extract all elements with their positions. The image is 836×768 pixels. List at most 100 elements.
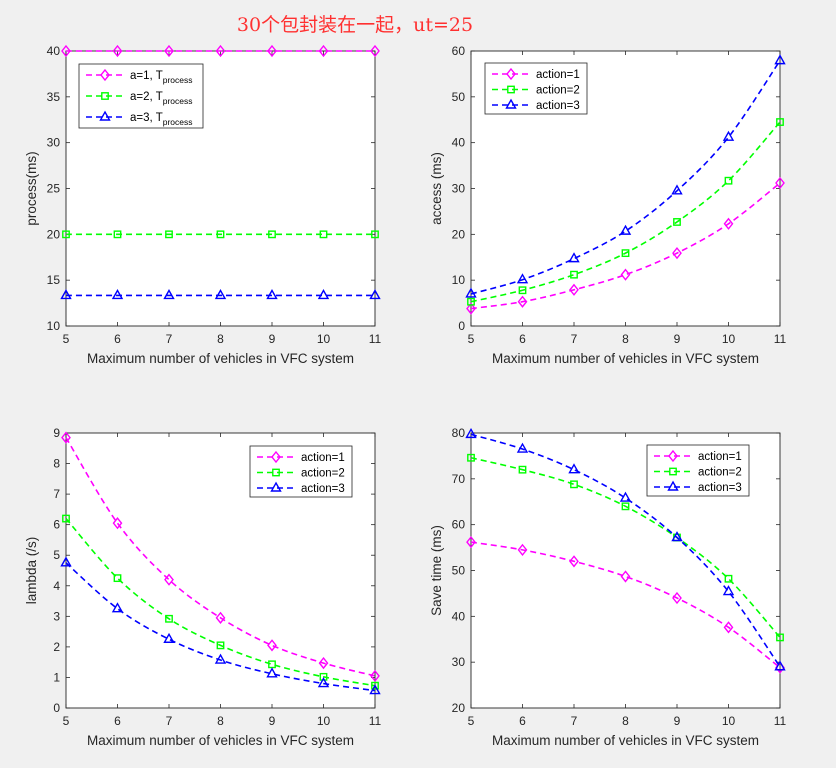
data-point — [215, 611, 226, 624]
y-tick-label: 0 — [458, 319, 465, 333]
data-point — [371, 681, 379, 690]
y-tick-label: 20 — [452, 701, 466, 715]
legend-label: action=3 — [698, 482, 742, 494]
legend-entry: action=2 — [654, 467, 742, 479]
data-point — [724, 574, 733, 583]
data-point — [113, 574, 122, 583]
data-point — [619, 491, 632, 502]
data-point — [60, 556, 72, 567]
legend-entry: a=3, Tprocess — [86, 110, 192, 127]
data-point — [371, 230, 379, 239]
legend: action=1 action=2 action=3 — [249, 445, 353, 498]
y-tick-label: 1 — [53, 670, 60, 684]
legend-marker — [668, 449, 678, 463]
legend-marker — [271, 450, 281, 464]
y-axis-label: process(ms) — [24, 151, 39, 225]
x-tick-label: 7 — [166, 332, 173, 346]
data-point — [266, 667, 278, 678]
legend-label: action=1 — [698, 451, 742, 463]
x-tick-label: 10 — [317, 714, 331, 728]
data-point — [466, 302, 476, 315]
data-point — [568, 252, 580, 263]
y-tick-label: 15 — [47, 273, 61, 287]
legend-label: action=3 — [301, 483, 345, 495]
data-point — [774, 54, 786, 65]
x-tick-label: 7 — [166, 714, 173, 728]
series-1 — [61, 44, 380, 58]
series-1 — [61, 431, 380, 683]
data-point — [774, 660, 786, 671]
legend-marker — [506, 67, 516, 81]
data-point — [111, 602, 124, 613]
series-line — [65, 437, 376, 677]
legend-label-text: a=3, T — [130, 112, 163, 124]
legend-entry: action=3 — [257, 481, 345, 495]
data-point — [268, 230, 276, 239]
series-2 — [467, 118, 784, 306]
legend-label-text: action=3 — [698, 482, 742, 494]
legend-marker — [272, 468, 280, 477]
y-tick-label: 25 — [47, 182, 61, 196]
data-point — [516, 273, 529, 284]
series-line — [65, 518, 376, 687]
series-2 — [62, 230, 379, 239]
x-tick-label: 5 — [63, 332, 70, 346]
data-point — [369, 684, 381, 695]
data-point — [467, 297, 475, 306]
legend-label-text: action=2 — [301, 468, 345, 480]
y-tick-label: 8 — [53, 457, 60, 471]
series-3 — [60, 289, 381, 300]
x-tick-label: 9 — [674, 714, 681, 728]
series-line — [65, 562, 376, 692]
legend-marker — [667, 480, 679, 491]
y-tick-label: 0 — [53, 701, 60, 715]
y-tick-label: 5 — [53, 548, 60, 562]
y-tick-label: 3 — [53, 609, 60, 623]
subplot-3: 5 6 7 8 9 10 11 0 1 2 3 4 5 6 7 8 9 Maximum number of veh… — [24, 426, 382, 748]
y-tick-label: 30 — [47, 136, 61, 150]
data-point — [465, 287, 477, 298]
data-point — [723, 217, 734, 230]
data-point — [266, 289, 278, 300]
x-tick-label: 9 — [269, 714, 276, 728]
y-tick-label: 40 — [452, 136, 466, 150]
series-line — [470, 541, 781, 669]
x-tick-label: 8 — [622, 714, 629, 728]
subplot-1: 5 6 7 8 9 10 11 10 15 20 25 30 35 40 Maximum number of… — [24, 44, 382, 366]
data-point — [319, 672, 328, 681]
y-tick-label: 50 — [452, 90, 466, 104]
data-point — [267, 639, 277, 652]
data-point — [112, 44, 123, 58]
data-point — [620, 268, 631, 281]
data-point — [619, 224, 632, 235]
data-point — [570, 270, 578, 279]
legend-label-text: action=1 — [698, 451, 742, 463]
legend-label: action=1 — [536, 69, 580, 81]
data-point — [113, 230, 122, 239]
data-point — [111, 289, 124, 300]
data-point — [60, 289, 72, 300]
data-point — [465, 427, 477, 439]
y-tick-label: 30 — [452, 655, 466, 669]
legend-label-text: action=1 — [536, 69, 580, 81]
subplot-4: 5 6 7 8 9 10 11 20 30 40 50 60 70 80 Maximum number of… — [429, 426, 787, 748]
x-tick-label: 5 — [63, 714, 70, 728]
legend-label-text: action=1 — [301, 452, 345, 464]
data-point — [369, 289, 381, 300]
x-tick-label: 5 — [468, 714, 475, 728]
legend-marker — [99, 110, 111, 121]
legend: action=1 action=2 action=3 — [484, 62, 588, 115]
y-tick-label: 70 — [452, 472, 466, 486]
data-point — [671, 184, 683, 195]
y-tick-label: 30 — [452, 182, 466, 196]
series-3 — [60, 556, 381, 695]
x-tick-label: 7 — [571, 332, 578, 346]
data-point — [672, 591, 682, 605]
data-point — [570, 480, 578, 489]
legend-label: a=1, Tprocess — [130, 70, 192, 85]
data-point — [673, 218, 681, 226]
data-point — [61, 44, 71, 58]
series-line — [470, 456, 781, 638]
series-1 — [466, 176, 785, 315]
series-line — [470, 182, 781, 310]
